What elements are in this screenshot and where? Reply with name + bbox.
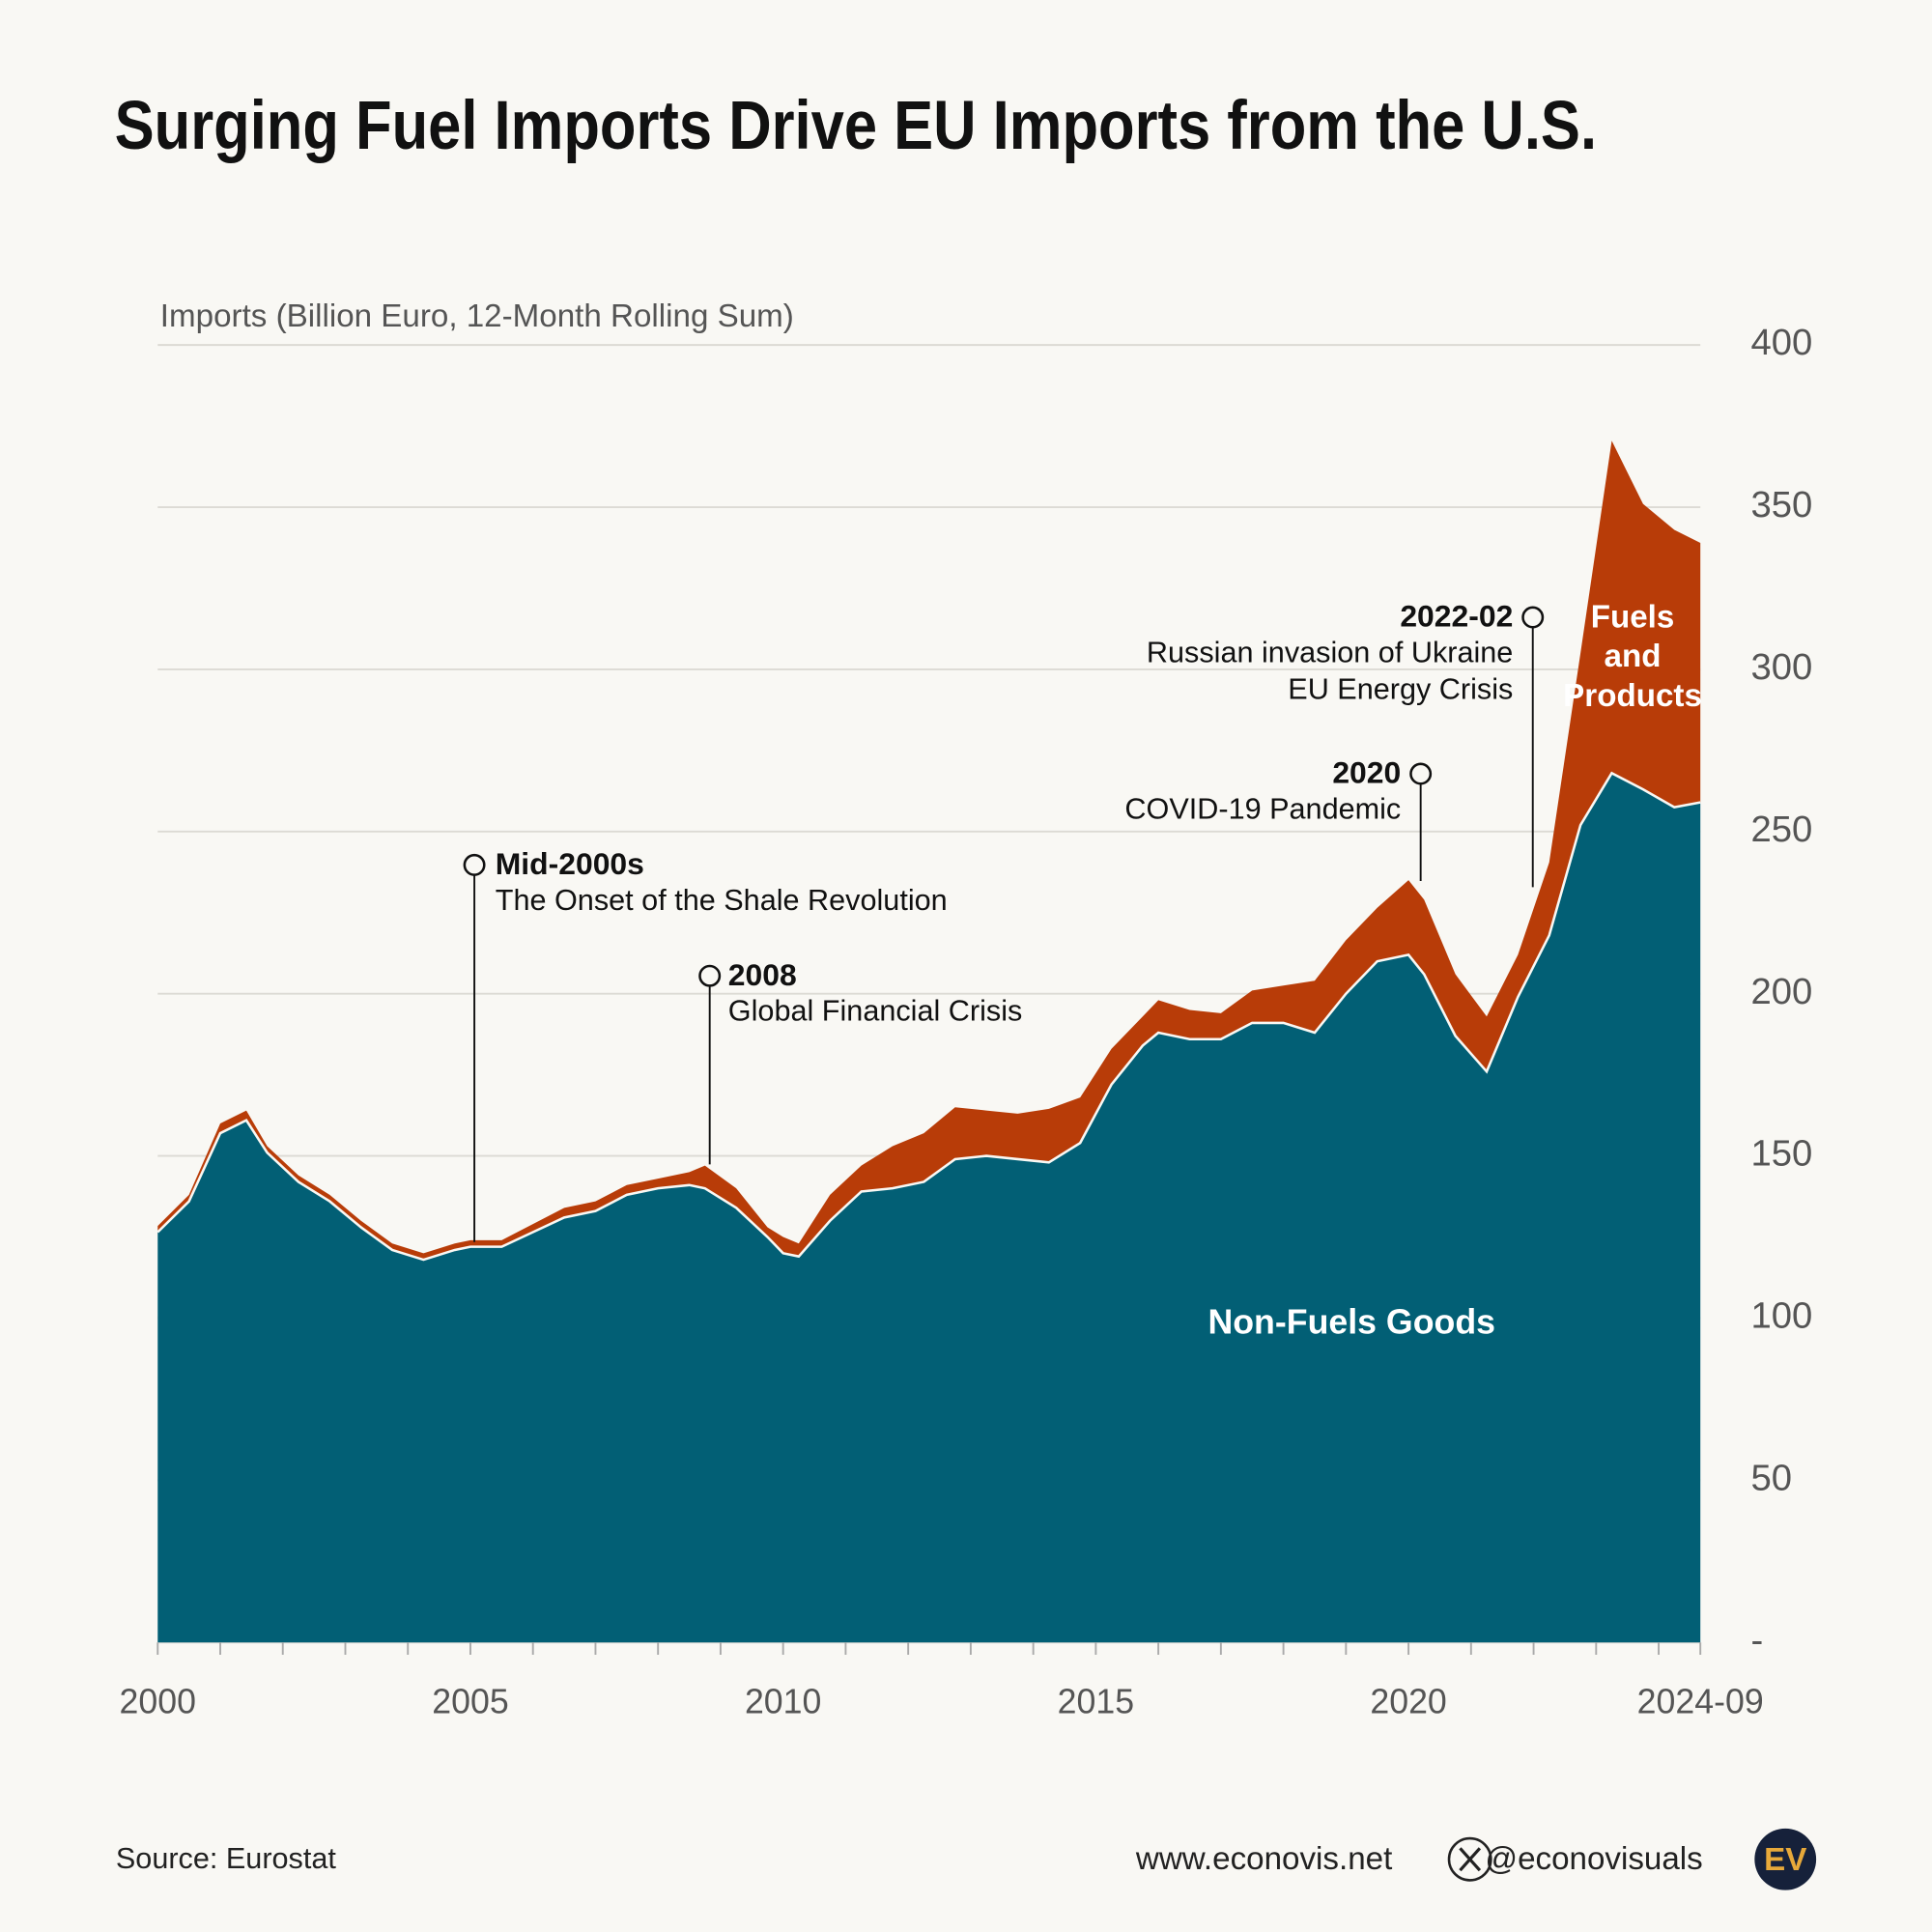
y-tick-label: 250 xyxy=(1751,809,1813,850)
x-tick-label: 2005 xyxy=(432,1682,508,1720)
annotation-marker xyxy=(463,853,486,876)
annotation-marker xyxy=(1409,762,1433,785)
handle: @econovisuals xyxy=(1485,1841,1702,1877)
annotation-text: EU Energy Crisis xyxy=(1288,673,1513,706)
x-icon-glyph xyxy=(1459,1847,1482,1872)
annotation-marker xyxy=(1521,606,1545,629)
x-tick-label: 2010 xyxy=(745,1682,821,1720)
annotation-text: The Onset of the Shale Revolution xyxy=(496,884,948,917)
annotation-title: Mid-2000s xyxy=(496,846,644,881)
series-label: Non-Fuels Goods xyxy=(1208,1303,1495,1342)
series-label-line: and xyxy=(1605,639,1662,674)
annotation-marker xyxy=(698,964,722,987)
x-tick-label: 2015 xyxy=(1058,1682,1134,1720)
logo xyxy=(1754,1828,1817,1890)
series-label: Fuels and Products xyxy=(1563,599,1702,714)
website: www.econovis.net xyxy=(1135,1841,1392,1877)
x-tick-label: 2020 xyxy=(1370,1682,1446,1720)
annotation-text: Russian invasion of Ukraine xyxy=(1147,636,1513,668)
y-tick-label: 350 xyxy=(1751,484,1813,526)
y-tick-label: 50 xyxy=(1751,1457,1793,1498)
x-tick-label: 2024-09 xyxy=(1637,1682,1764,1720)
y-tick-label: 100 xyxy=(1751,1295,1813,1337)
y-tick-label: 300 xyxy=(1751,646,1813,688)
source: Source: Eurostat xyxy=(116,1842,336,1875)
x-icon xyxy=(1447,1836,1492,1882)
annotation-title: 2008 xyxy=(728,957,797,992)
y-tick-label: - xyxy=(1751,1619,1764,1661)
annotation-text: COVID-19 Pandemic xyxy=(1124,792,1401,825)
x-tick-label: 2000 xyxy=(120,1682,196,1720)
y-tick-label: 400 xyxy=(1751,322,1813,363)
chart-title: Surging Fuel Imports Drive EU Imports fr… xyxy=(115,87,1597,164)
annotation-title: 2020 xyxy=(1332,755,1401,790)
y-axis-label: Imports (Billion Euro, 12-Month Rolling … xyxy=(160,298,794,334)
area xyxy=(157,773,1701,1643)
y-tick-label: 150 xyxy=(1751,1133,1813,1175)
annotation-text: Global Financial Crisis xyxy=(728,995,1023,1028)
series-label-line: Products xyxy=(1563,678,1702,714)
series-label-line: Fuels xyxy=(1591,599,1675,635)
y-tick-label: 200 xyxy=(1751,971,1813,1012)
logo-text: EV xyxy=(1764,1842,1806,1878)
series-divider xyxy=(156,771,1701,1262)
annotation-title: 2022-02 xyxy=(1400,599,1513,634)
